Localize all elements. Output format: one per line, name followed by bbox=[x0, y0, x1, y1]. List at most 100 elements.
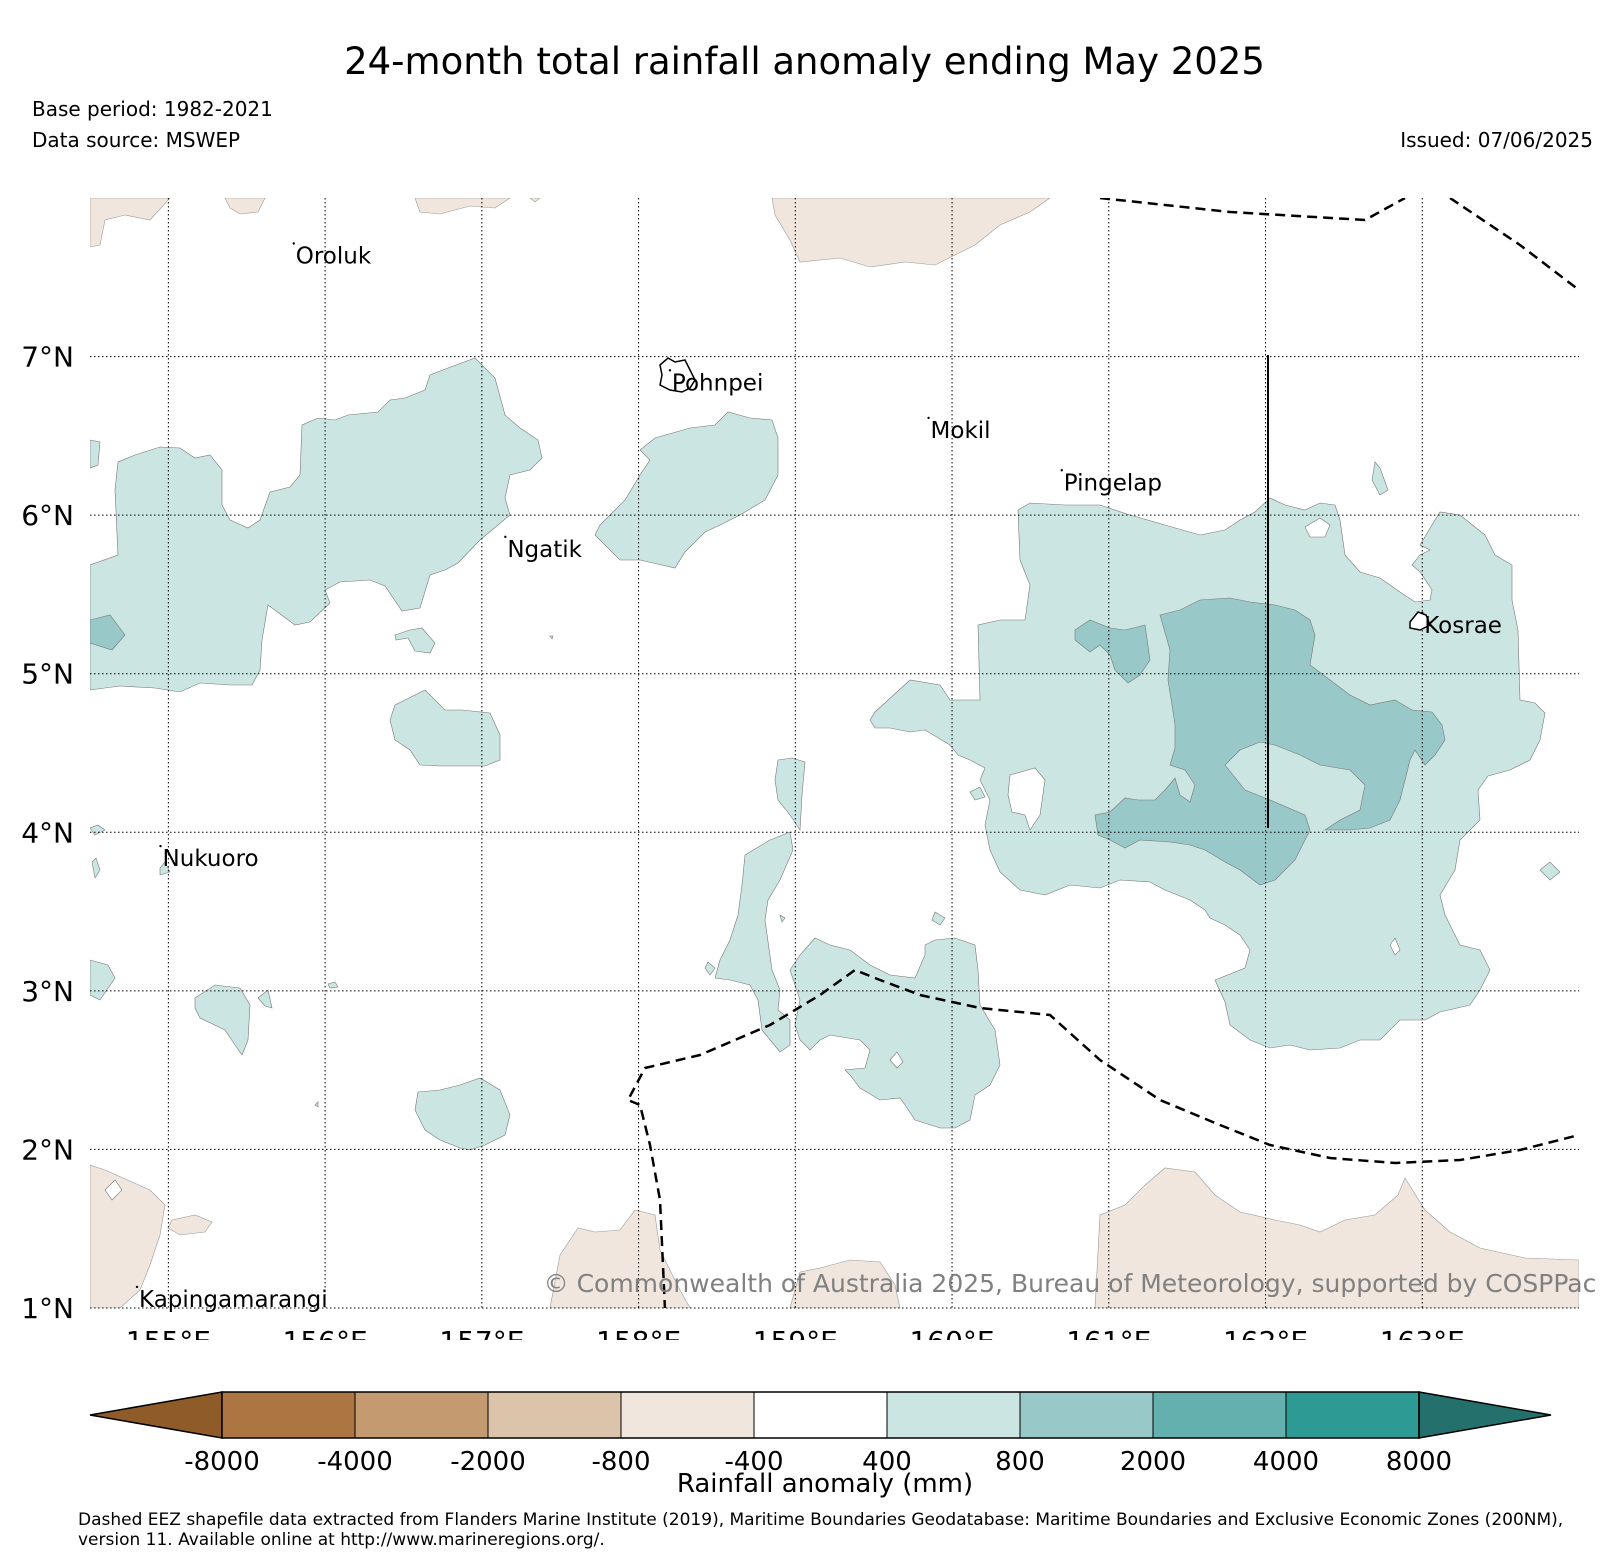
hole bbox=[104, 1179, 123, 1201]
dry-region bbox=[414, 198, 511, 215]
colorbar-tick-label: -4000 bbox=[317, 1447, 393, 1477]
place-marker bbox=[292, 242, 295, 245]
colorbar-box bbox=[886, 1391, 1021, 1439]
hole bbox=[1007, 767, 1046, 831]
kosrae-island bbox=[1409, 611, 1431, 631]
place-label-pingelap: Pingelap bbox=[1064, 470, 1162, 496]
copyright-text: © Commonwealth of Australia 2025, Bureau… bbox=[544, 1269, 1597, 1298]
wet-region bbox=[549, 635, 554, 640]
lon-tick-label: 161°E bbox=[1066, 1325, 1151, 1340]
colorbar-label: Rainfall anomaly (mm) bbox=[676, 1469, 974, 1499]
pohnpei-island bbox=[659, 357, 696, 393]
wet-region bbox=[394, 627, 436, 654]
dry-region bbox=[90, 1164, 166, 1308]
dry-region bbox=[771, 198, 1051, 268]
place-label-oroluk: Oroluk bbox=[296, 244, 372, 270]
dry-region bbox=[224, 198, 266, 215]
place-label-kapingamarangi: Kapingamarangi bbox=[139, 1287, 328, 1313]
rainfall-anomaly-map: Oroluk Pohnpei Mokil Pingelap Ngatik Kosrae Nu… bbox=[21, 198, 1597, 1340]
wet-region bbox=[714, 831, 794, 1053]
wet-region bbox=[779, 914, 786, 923]
wet-region bbox=[774, 757, 806, 831]
lat-tick-label: 1°N bbox=[21, 1292, 74, 1325]
hole bbox=[1304, 517, 1331, 538]
wet-region bbox=[414, 1077, 511, 1151]
place-label-kosrae: Kosrae bbox=[1424, 613, 1502, 639]
data-source: Data source: MSWEP bbox=[32, 128, 241, 152]
colorbar-tick-label: -8000 bbox=[184, 1447, 260, 1477]
axis-labels: 155°E 156°E 157°E 158°E 159°E 160°E 161°E 162°E… bbox=[21, 341, 1465, 1340]
lon-tick-label: 162°E bbox=[1223, 1325, 1308, 1340]
wet-region bbox=[1371, 461, 1389, 496]
wet-region bbox=[91, 857, 101, 879]
wet-region bbox=[257, 989, 273, 1009]
colorbar-tick-label: 4000 bbox=[1253, 1447, 1319, 1477]
wet-region bbox=[90, 357, 543, 693]
issued-date: Issued: 07/06/2025 bbox=[1400, 128, 1593, 152]
wet-region bbox=[90, 959, 116, 1001]
place-label-pohnpei: Pohnpei bbox=[672, 370, 763, 396]
place-marker bbox=[1060, 469, 1063, 472]
lat-tick-label: 4°N bbox=[21, 816, 74, 849]
footnote: Dashed EEZ shapefile data extracted from… bbox=[78, 1510, 1564, 1550]
dry-region bbox=[529, 198, 541, 203]
colorbar-tick-label: 400 bbox=[862, 1447, 912, 1477]
colorbar-box bbox=[620, 1391, 755, 1439]
lat-tick-label: 3°N bbox=[21, 975, 74, 1008]
colorbar-extend-high bbox=[1418, 1391, 1552, 1439]
anomaly-contours bbox=[90, 198, 1579, 1308]
place-label-mokil: Mokil bbox=[931, 418, 991, 444]
place-marker bbox=[159, 844, 162, 848]
wet-region bbox=[1539, 861, 1561, 881]
colorbar-tick-labels: -8000 -4000 -2000 -800 -400 400 800 2000 4000 800… bbox=[184, 1447, 1452, 1477]
hole bbox=[1389, 937, 1401, 956]
gridlines bbox=[90, 198, 1579, 1309]
lon-tick-label: 158°E bbox=[596, 1325, 681, 1340]
place-marker bbox=[135, 1285, 139, 1289]
place-marker bbox=[504, 535, 507, 539]
wet-region bbox=[194, 984, 251, 1056]
wet-strong-region bbox=[1094, 597, 1446, 886]
colorbar-box bbox=[753, 1391, 888, 1439]
colorbar-tick-label: -800 bbox=[591, 1447, 650, 1477]
colorbar-boxes bbox=[89, 1391, 1552, 1439]
wet-strong-region bbox=[90, 614, 126, 651]
wet-region bbox=[931, 911, 946, 926]
wet-region bbox=[90, 439, 101, 469]
dry-region bbox=[1094, 1167, 1579, 1308]
colorbar-extend-low bbox=[89, 1391, 223, 1439]
colorbar-tick-label: -400 bbox=[724, 1447, 783, 1477]
islands bbox=[659, 357, 1431, 631]
colorbar-outline bbox=[221, 1391, 1420, 1439]
colorbar-box bbox=[1285, 1391, 1420, 1439]
eez-boundary bbox=[1449, 198, 1579, 291]
base-period: Base period: 1982-2021 bbox=[32, 97, 273, 121]
dry-region bbox=[90, 198, 171, 248]
wet-region bbox=[314, 1101, 319, 1108]
map-title: 24-month total rainfall anomaly ending M… bbox=[344, 40, 1265, 83]
colorbar-tick-label: 8000 bbox=[1386, 1447, 1452, 1477]
colorbar-box bbox=[487, 1391, 622, 1439]
place-label-nukuoro: Nukuoro bbox=[163, 846, 259, 872]
lon-tick-label: 159°E bbox=[753, 1325, 838, 1340]
wet-region bbox=[969, 786, 986, 801]
lon-tick-label: 163°E bbox=[1380, 1325, 1465, 1340]
eez-boundaries bbox=[626, 198, 1579, 1308]
lon-tick-label: 157°E bbox=[439, 1325, 524, 1340]
colorbar-box bbox=[221, 1391, 356, 1439]
dry-region bbox=[549, 1209, 691, 1308]
lat-tick-label: 7°N bbox=[21, 341, 74, 374]
wet-region bbox=[704, 961, 716, 976]
colorbar-tick-label: -2000 bbox=[450, 1447, 526, 1477]
eez-boundary bbox=[626, 968, 1579, 1308]
place-marker bbox=[1421, 611, 1424, 615]
colorbar-tick-label: 2000 bbox=[1120, 1447, 1186, 1477]
lat-tick-label: 5°N bbox=[21, 658, 74, 691]
wet-strong-region bbox=[1074, 619, 1151, 684]
eez-boundary bbox=[1099, 198, 1406, 222]
colorbar-box bbox=[1152, 1391, 1287, 1439]
lon-tick-label: 156°E bbox=[283, 1325, 368, 1340]
lat-tick-label: 2°N bbox=[21, 1133, 74, 1166]
lon-tick-label: 155°E bbox=[126, 1325, 211, 1340]
